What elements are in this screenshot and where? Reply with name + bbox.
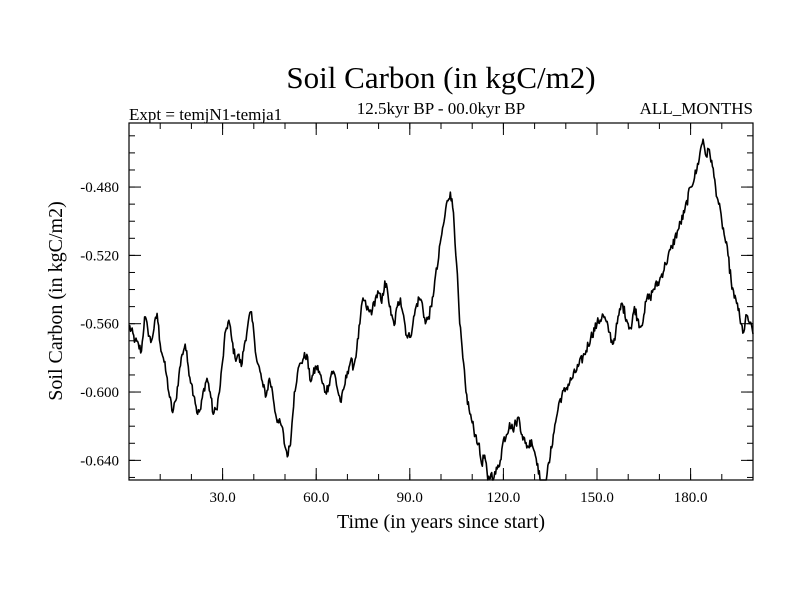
y-tick-label: -0.560 xyxy=(80,317,119,333)
x-tick-label: 90.0 xyxy=(397,490,423,506)
x-tick-label: 30.0 xyxy=(209,490,235,506)
tick-labels: 30.0 60.0 90.0 120.0 150.0 180.0 -0.480 -0.520 -… xyxy=(80,180,707,506)
x-tick-label: 180.0 xyxy=(674,490,708,506)
y-tick-label: -0.640 xyxy=(80,453,119,469)
axis-ticks xyxy=(129,123,753,480)
x-tick-label: 150.0 xyxy=(580,490,614,506)
y-tick-label: -0.520 xyxy=(80,248,119,264)
subtitle-period: 12.5kyr BP - 00.0kyr BP xyxy=(357,99,525,118)
x-tick-label: 120.0 xyxy=(487,490,521,506)
soil-carbon-series-line xyxy=(128,138,754,481)
subtitle-months: ALL_MONTHS xyxy=(640,99,753,118)
subtitle-experiment: Expt = temjN1-temja1 xyxy=(129,105,282,124)
y-axis-label: Soil Carbon (in kgC/m2) xyxy=(45,201,67,400)
plot-frame xyxy=(128,122,754,481)
y-tick-label: -0.600 xyxy=(80,385,119,401)
chart-title: Soil Carbon (in kgC/m2) xyxy=(286,60,595,95)
y-tick-label: -0.480 xyxy=(80,180,119,196)
x-tick-label: 60.0 xyxy=(303,490,329,506)
x-axis-label: Time (in years since start) xyxy=(337,511,545,533)
